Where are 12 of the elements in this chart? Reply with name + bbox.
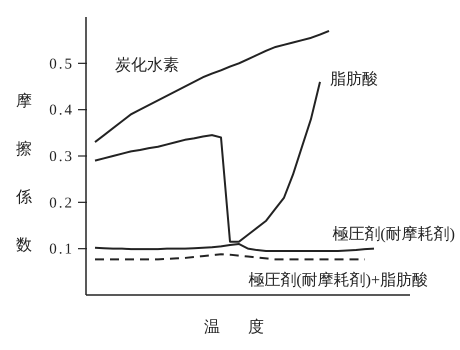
y-tick-label: 0.4 (49, 102, 74, 119)
x-axis-title: 温度 (204, 318, 292, 336)
text: 摩擦係数 (16, 93, 32, 254)
y-tick-label: 0.2 (49, 195, 74, 212)
y-tick-label: 0.1 (49, 242, 74, 258)
y-tick-label: 0.5 (49, 56, 74, 72)
line-series (94, 30, 330, 144)
series-label: 炭化水素 (115, 56, 179, 74)
series-label: 極圧剤(耐摩耗剤) (332, 225, 455, 243)
series-label: 極圧剤(耐摩耗剤)+脂肪酸 (248, 271, 428, 289)
y-tick-label: 0.3 (49, 149, 74, 165)
series-label: 脂肪酸 (330, 70, 378, 88)
